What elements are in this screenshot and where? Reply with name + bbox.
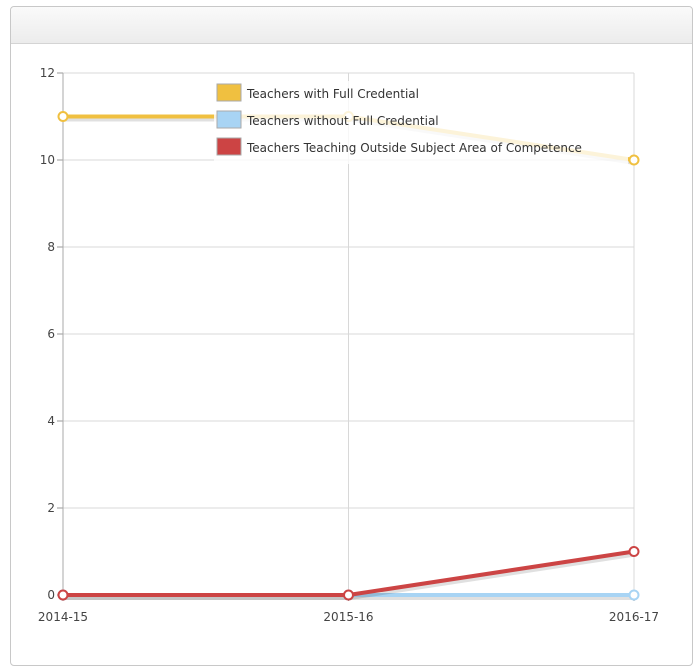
legend-label: Teachers without Full Credential xyxy=(246,114,439,128)
line-chart: 0 2 4 6 8 10 12 2014-15 2015-16 2016-17 Teachers … xyxy=(38,66,659,624)
chart-legend: Teachers with Full Credential Teachers wi… xyxy=(214,81,628,164)
series-point[interactable] xyxy=(57,589,69,601)
legend-label: Teachers Teaching Outside Subject Area o… xyxy=(246,141,582,155)
y-tick-label: 12 xyxy=(40,66,55,80)
legend-label: Teachers with Full Credential xyxy=(246,87,419,101)
x-tick-label: 2014-15 xyxy=(38,610,88,624)
y-tick-label: 6 xyxy=(47,327,55,341)
panel-header xyxy=(11,7,692,44)
legend-swatch xyxy=(216,137,242,156)
legend-background xyxy=(214,81,628,164)
series-point[interactable] xyxy=(628,154,640,166)
x-tick-label: 2016-17 xyxy=(609,610,659,624)
series-point[interactable] xyxy=(628,589,640,601)
y-tick-label: 8 xyxy=(47,240,55,254)
y-tick-label: 4 xyxy=(47,414,55,428)
legend-swatch xyxy=(216,83,242,102)
series-point[interactable] xyxy=(628,546,640,557)
y-tick-label: 0 xyxy=(47,588,55,602)
y-tick-label: 10 xyxy=(40,153,55,167)
y-tick-label: 2 xyxy=(47,501,55,515)
series-point[interactable] xyxy=(343,589,354,601)
x-tick-label: 2015-16 xyxy=(323,610,373,624)
legend-swatch xyxy=(216,110,242,129)
series-point[interactable] xyxy=(57,111,69,122)
